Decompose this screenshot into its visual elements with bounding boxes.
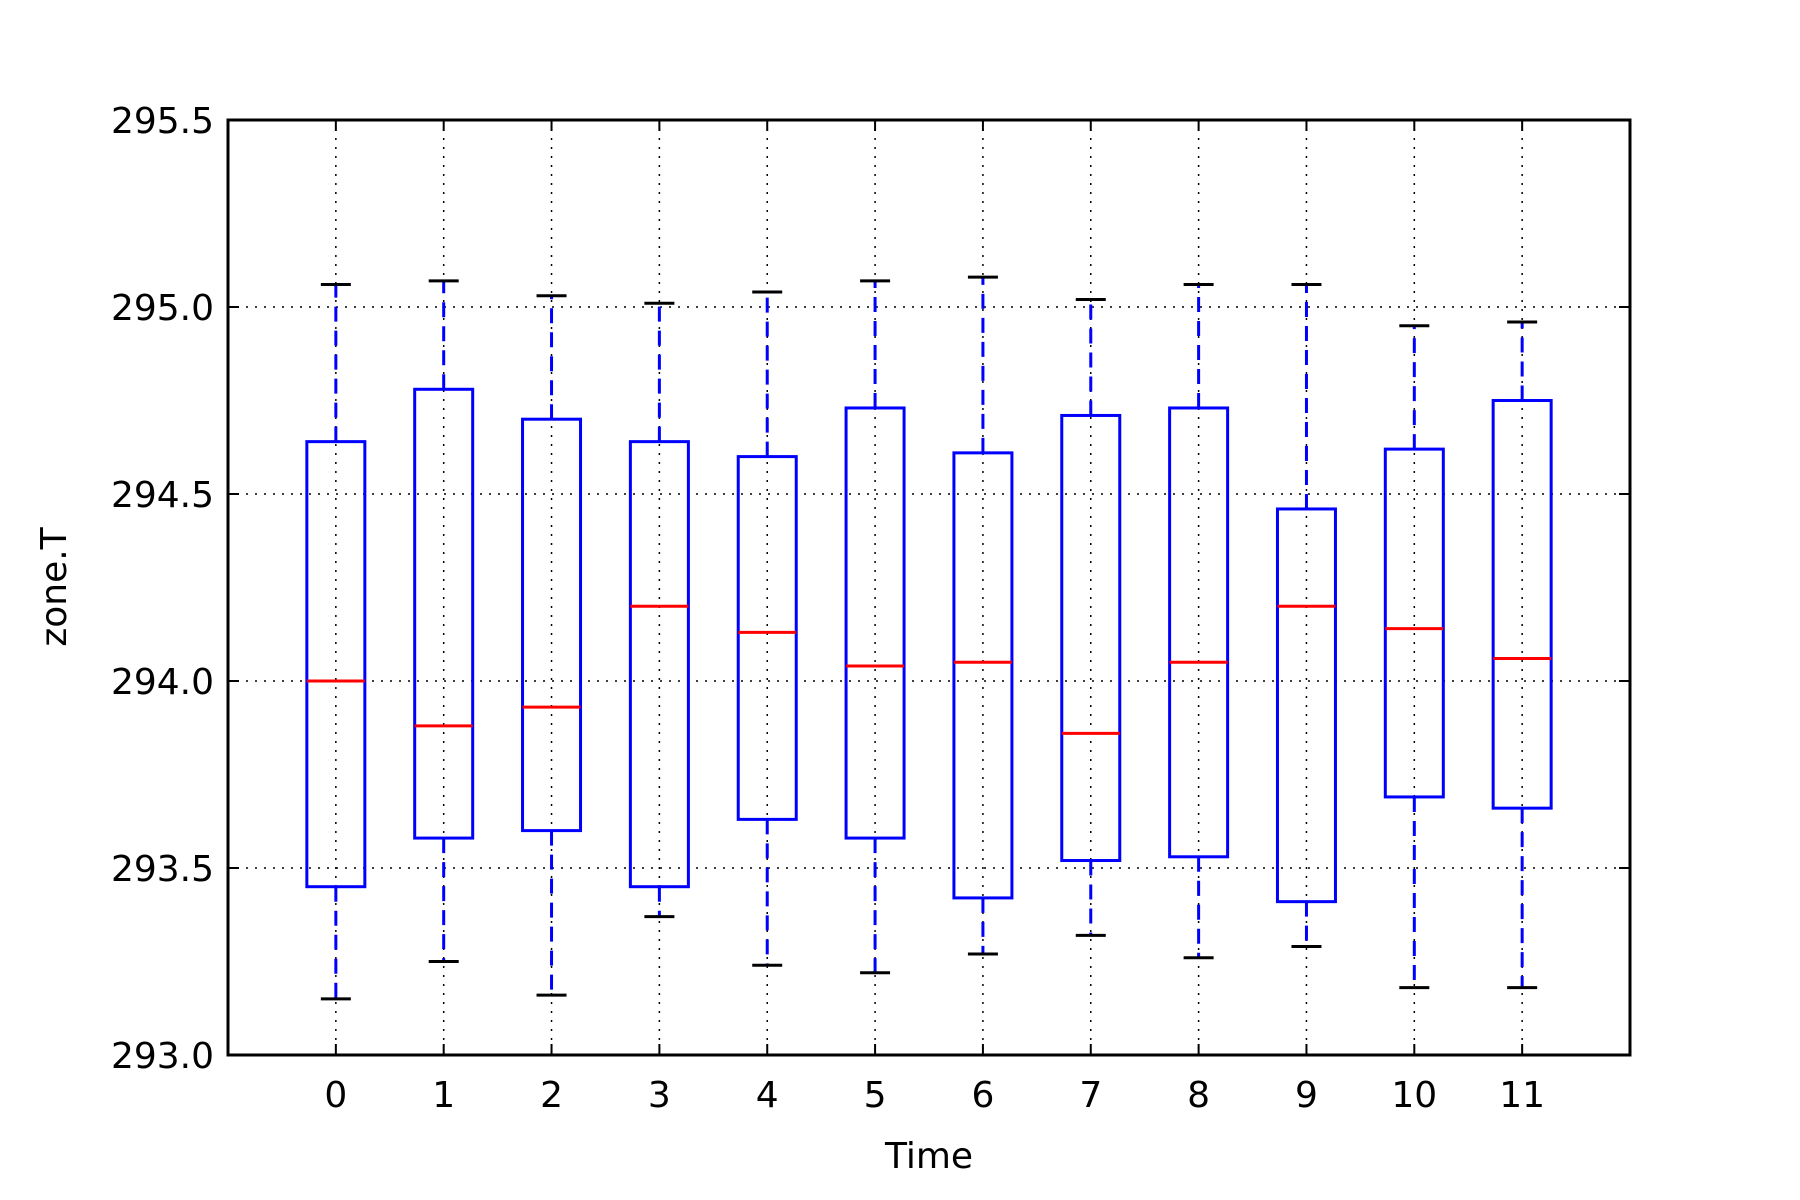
box-group-3 — [628, 301, 690, 919]
y-tick-label: 293.0 — [111, 1036, 214, 1077]
boxes — [305, 275, 1553, 1001]
box — [413, 387, 475, 840]
y-tick-label: 295.5 — [111, 101, 214, 142]
y-tick-label: 293.5 — [111, 849, 214, 890]
box-group-2 — [521, 294, 583, 997]
y-tick-label: 294.0 — [111, 662, 214, 703]
x-tick-label: 10 — [1391, 1075, 1437, 1116]
box — [628, 440, 690, 889]
box — [1383, 447, 1445, 799]
x-tick-label: 2 — [540, 1075, 563, 1116]
box-group-9 — [1275, 283, 1337, 949]
box — [952, 451, 1014, 900]
box-group-11 — [1491, 320, 1553, 990]
tick-labels: 293.0 293.5 294.0 294.5 295.0 295.5 0 1 2 3 4 5 6 7 8 9… — [111, 101, 1545, 1116]
box — [1168, 406, 1230, 859]
x-tick-label: 3 — [648, 1075, 671, 1116]
box-group-6 — [952, 275, 1014, 956]
x-tick-label: 6 — [971, 1075, 994, 1116]
x-tick-label: 4 — [756, 1075, 779, 1116]
x-tick-label: 0 — [324, 1075, 347, 1116]
plot-frame — [226, 118, 1632, 1057]
box-group-5 — [844, 279, 906, 975]
x-tick-label: 7 — [1079, 1075, 1102, 1116]
y-tick-label: 295.0 — [111, 288, 214, 329]
box — [305, 440, 367, 889]
x-axis-label: Time — [884, 1136, 973, 1177]
box — [1060, 413, 1122, 863]
box — [1491, 399, 1553, 810]
box — [1275, 507, 1337, 904]
x-tick-label: 9 — [1295, 1075, 1318, 1116]
box-group-1 — [413, 279, 475, 963]
x-tick-label: 1 — [432, 1075, 455, 1116]
x-tick-label: 11 — [1499, 1075, 1545, 1116]
box-group-7 — [1060, 298, 1122, 937]
box-group-8 — [1168, 283, 1230, 960]
box-group-4 — [736, 290, 798, 967]
x-tick-label: 5 — [864, 1075, 887, 1116]
ticks — [228, 119, 1630, 1056]
box — [844, 406, 906, 840]
box — [736, 455, 798, 821]
box-group-0 — [305, 283, 367, 1001]
y-tick-label: 294.5 — [111, 475, 214, 516]
x-tick-label: 8 — [1187, 1075, 1210, 1116]
y-axis-label: zone.T — [34, 526, 75, 646]
box-group-10 — [1383, 324, 1445, 990]
box — [521, 417, 583, 833]
